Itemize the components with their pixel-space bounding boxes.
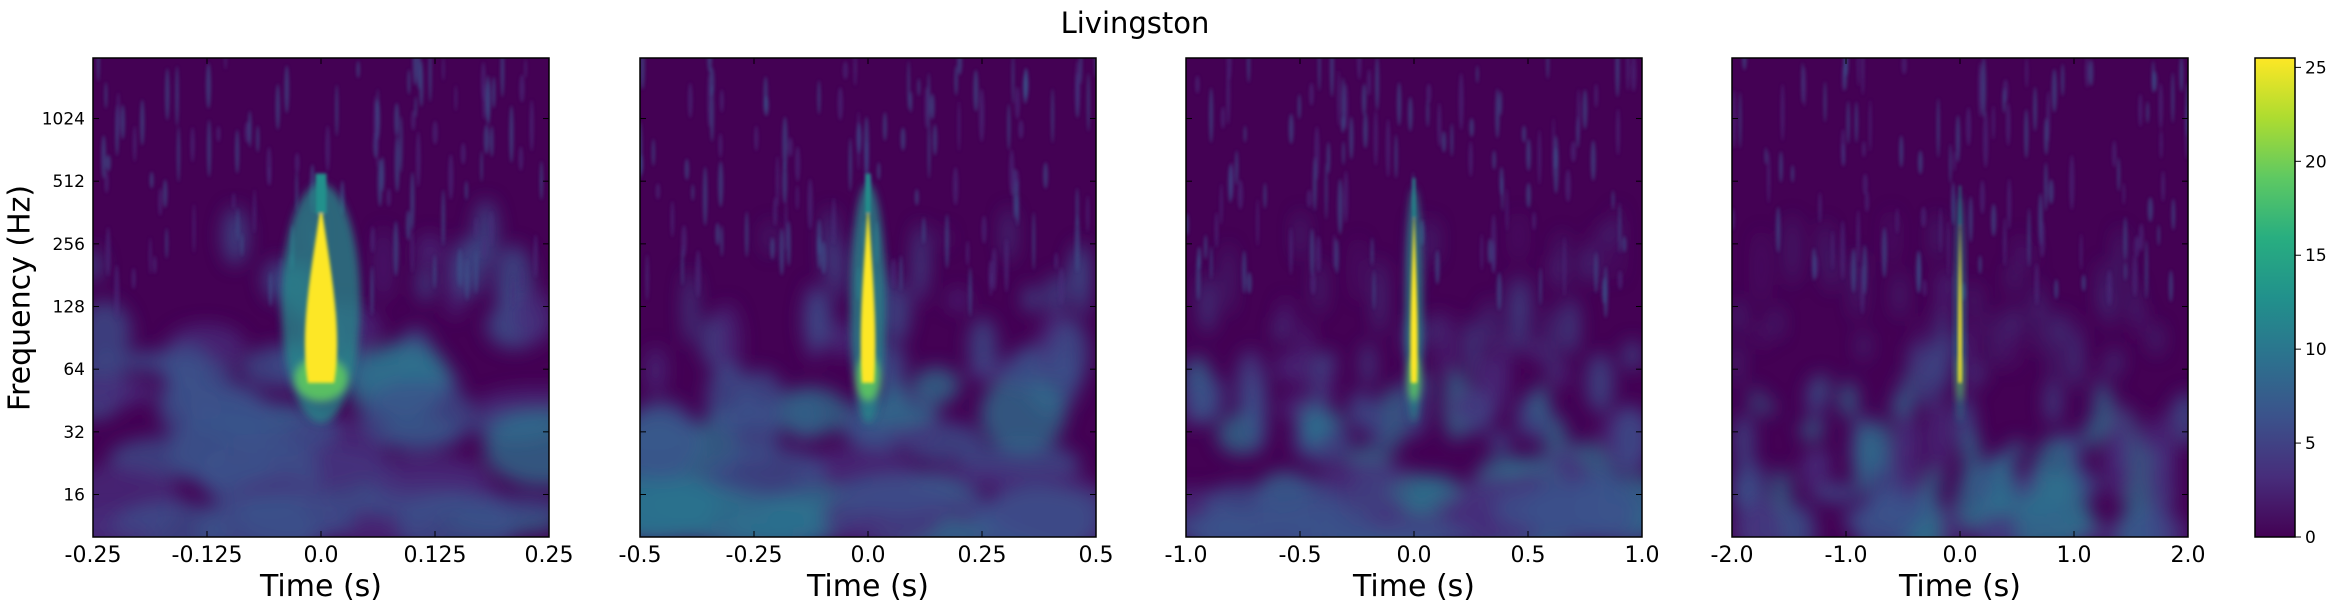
x-tick-label: 0.25 [525,543,574,568]
x-tick-label: 0.125 [404,543,467,568]
x-tick-label: -0.25 [65,543,122,568]
x-tick-label: -1.0 [1165,543,1208,568]
x-tick-label: -2.0 [1711,543,1754,568]
signal-peak [304,173,338,383]
x-tick-label: 0.5 [1079,543,1114,568]
y-tick-label: 16 [63,486,85,506]
x-tick-label: -0.5 [1279,543,1322,568]
x-tick-label: 0.0 [304,543,339,568]
x-tick-label: 2.0 [2171,543,2206,568]
colorbar-tick-label: 25 [2305,58,2327,78]
x-tick-label: -1.0 [1825,543,1868,568]
spectrogram-panel-3: -1.0 -0.5 0.0 0.5 1.0 Time (s) [1165,57,1660,604]
x-axis-label: Time (s) [806,569,929,604]
x-tick-label: 0.0 [1397,543,1432,568]
colorbar [2254,57,2296,538]
y-tick-label: 512 [53,172,85,192]
x-axis-label: Time (s) [1352,569,1475,604]
noise-texture [640,207,1096,537]
spectrogram-panel-1: 16 32 64 128 256 512 1024 -0.25 -0.125 0.0 0.125 0.… [42,57,574,604]
y-tick-label: 32 [63,423,85,443]
x-axis-label: Time (s) [259,569,382,604]
x-tick-label: 0.0 [851,543,886,568]
signal-peak [1958,185,1962,383]
x-tick-label: 0.5 [1511,543,1546,568]
signal-peak [1410,178,1418,383]
colorbar-tick-label: 15 [2305,246,2327,266]
figure-title: Livingston [1060,6,1210,40]
y-tick-label: 1024 [42,110,85,130]
x-tick-label: 0.0 [1943,543,1978,568]
y-tick-label: 64 [63,360,85,380]
x-tick-label: 1.0 [2057,543,2092,568]
colorbar-tick-label: 10 [2305,340,2327,360]
spectrogram-panel-4: -2.0 -1.0 0.0 1.0 2.0 Time (s) [1711,57,2206,604]
y-tick-label: 256 [53,235,85,255]
noise-texture [1186,206,1642,537]
signal-peak [860,173,876,383]
x-tick-label: 0.25 [958,543,1007,568]
spectrogram-panel-2: -0.5 -0.25 0.0 0.25 0.5 Time (s) [619,57,1114,604]
x-tick-label: 1.0 [1625,543,1660,568]
x-tick-label: -0.25 [726,543,783,568]
x-tick-label: -0.125 [172,543,243,568]
y-tick-label: 128 [53,298,85,318]
colorbar-tick-label: 0 [2305,528,2316,548]
colorbar-tick-label: 20 [2305,152,2327,172]
x-tick-label: -0.5 [619,543,662,568]
x-axis-label: Time (s) [1898,569,2021,604]
colorbar-tick-label: 5 [2305,434,2316,454]
noise-texture [1732,209,2188,537]
